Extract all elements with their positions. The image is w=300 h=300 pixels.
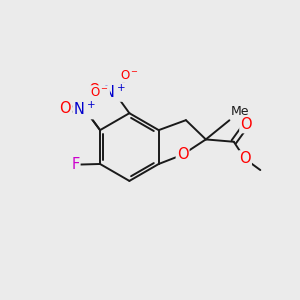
Text: O: O (240, 117, 252, 132)
Text: F: F (71, 157, 80, 172)
Text: O: O (177, 147, 188, 162)
Text: Me: Me (231, 105, 249, 118)
Text: O$^-$: O$^-$ (120, 69, 139, 82)
Text: N$^+$: N$^+$ (74, 101, 96, 118)
Text: O$^-$: O$^-$ (90, 86, 109, 99)
Text: O: O (88, 83, 100, 98)
Text: N$^+$: N$^+$ (103, 83, 125, 100)
Text: O: O (239, 151, 251, 166)
Text: O: O (59, 101, 71, 116)
